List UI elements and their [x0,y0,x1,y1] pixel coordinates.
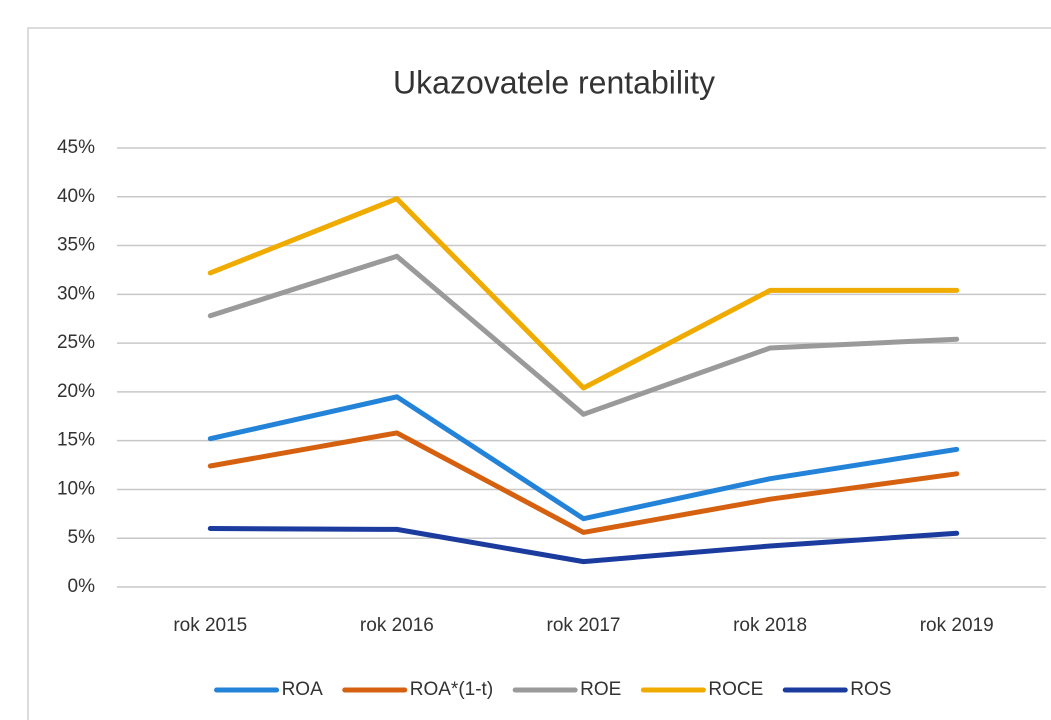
legend-label: ROE [580,679,621,700]
y-tick-label: 45% [57,137,95,158]
legend-label: ROS [850,679,891,700]
series-line [207,196,960,391]
series-line [207,526,960,565]
y-tick-label: 20% [57,381,95,402]
series-line [207,430,960,535]
y-tick-label: 35% [57,235,95,256]
x-tick-label: rok 2017 [547,615,621,636]
series-line [207,394,960,522]
x-tick-label: rok 2018 [733,615,807,636]
y-tick-label: 5% [68,527,96,548]
y-tick-label: 40% [57,186,95,207]
y-tick-label: 25% [57,332,95,353]
legend-label: ROCE [708,679,763,700]
chart-title: Ukazovatele rentability [393,64,715,100]
y-tick-label: 0% [68,576,96,597]
x-tick-label: rok 2015 [173,615,247,636]
y-tick-label: 10% [57,478,95,499]
series-line [207,253,960,417]
y-tick-label: 30% [57,283,95,304]
y-tick-label: 15% [57,430,95,451]
legend-label: ROA*(1-t) [410,679,493,700]
x-tick-label: rok 2016 [360,615,434,636]
legend-label: ROA [282,679,324,700]
x-tick-label: rok 2019 [920,615,994,636]
